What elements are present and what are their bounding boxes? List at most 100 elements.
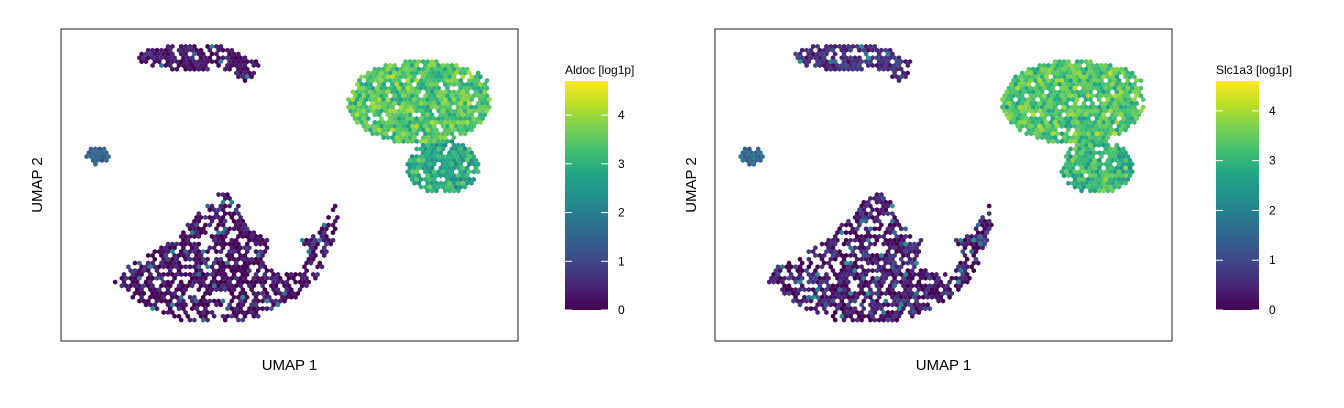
hexbin-cell [1083,81,1089,87]
hexbin-cell [135,279,140,285]
hexbin-cell [236,317,241,323]
hexbin-cell [418,108,424,114]
hexbin-cell [412,127,417,133]
hexbin-cell [1119,97,1124,103]
hexbin-cell [185,313,190,319]
hexbin-cell [458,169,463,175]
hexbin-cell [1130,85,1135,91]
hexbin-cell [841,271,847,277]
hexbin-cell [190,47,195,53]
hexbin-cell [1031,119,1036,125]
hexbin-cell [1103,176,1108,182]
hexbin-cell [482,97,487,103]
hexbin-cell [1112,176,1117,182]
hexbin-cell [844,55,849,61]
hexbin-cell [447,150,452,156]
colorbar-title: Slc1a3 [log1p] [1216,63,1292,77]
hexbin-cell [220,313,226,319]
hexbin-cell [179,287,184,293]
hexbin-cell [1086,146,1091,152]
hexbin-cell [786,290,792,296]
hexbin-cell [388,123,393,129]
hexbin-cell [907,302,913,308]
hexbin-cell [1015,116,1020,122]
hexbin-cell [440,161,446,167]
hexbin-cell [828,287,833,293]
hexbin-cell [1000,97,1005,103]
hexbin-cell [1123,180,1128,186]
hexbin-cell [1064,100,1069,106]
hexbin-cell [88,154,94,160]
hexbin-cell [932,283,937,289]
hexbin-cell [947,279,952,285]
hexbin-cell [366,123,371,129]
hexbin-cell [1028,93,1034,99]
hexbin-cell [841,51,847,57]
hexbin-cell [434,81,439,87]
colorbar-gradient [565,81,608,310]
hexbin-cell [258,264,263,270]
hexbin-cell [1081,154,1086,160]
hexbin-cell [451,89,457,95]
hexbin-cell [852,237,858,243]
hexbin-cell [870,55,875,61]
hexbin-cell [469,81,474,87]
hexbin-cell [247,283,252,289]
hexbin-cell [227,264,232,270]
hexbin-cell [187,66,193,72]
hexbin-cell [885,51,891,57]
hexbin-cell [392,100,397,106]
hexbin-cell [947,294,952,300]
hexbin-cell [154,55,160,61]
hexbin-cell [786,268,792,274]
hexbin-cell [201,66,206,72]
hexbin-cell [1059,116,1064,122]
hexbin-cell [892,222,897,228]
hexbin-cell [1114,150,1119,156]
hexbin-cell [434,157,439,163]
hexbin-cell [1059,108,1064,114]
hexbin-cell [427,62,432,68]
hexbin-cell [333,203,338,209]
hexbin-cell [1072,146,1078,152]
hexbin-cell [214,302,219,308]
hexbin-cell [280,279,285,285]
hexbin-cell [214,287,219,293]
hexbin-cell [1092,104,1097,110]
hexbin-cell [401,85,406,91]
hexbin-cell [1097,157,1102,163]
hexbin-cell [1070,135,1075,141]
hexbin-cell [866,260,871,266]
hexbin-cell [1099,184,1104,190]
hexbin-cell [1072,70,1078,76]
hexbin-cell [1108,93,1113,99]
hexbin-cell [914,298,919,304]
hexbin-cell [427,93,432,99]
hexbin-cell [1048,112,1053,118]
hexbin-cell [824,51,829,57]
hexbin-cell [225,260,230,266]
hexbin-cell [300,237,305,243]
hexbin-cell [231,309,237,315]
hexbin-cell [306,249,311,255]
hexbin-cell [168,260,173,266]
hexbin-cell [460,112,465,118]
hexbin-cell [297,271,303,277]
hexbin-cell [447,180,452,186]
hexbin-cell [218,203,223,209]
hexbin-cell [1061,74,1067,80]
hexbin-cell [1088,142,1093,148]
hexbin-cell [1031,74,1036,80]
hexbin-cell [797,287,803,293]
hexbin-cell [1053,135,1058,141]
hexbin-cell [1101,142,1106,148]
hexbin-cell [855,218,860,224]
hexbin-cell [333,226,338,232]
hexbin-cell [440,62,446,68]
hexbin-cell [214,256,219,262]
hexbin-cell [1116,169,1122,175]
hexbin-cell [434,135,439,141]
hexbin-cell [987,226,992,232]
hexbin-cell [1024,70,1029,76]
hexbin-cell [800,47,805,53]
